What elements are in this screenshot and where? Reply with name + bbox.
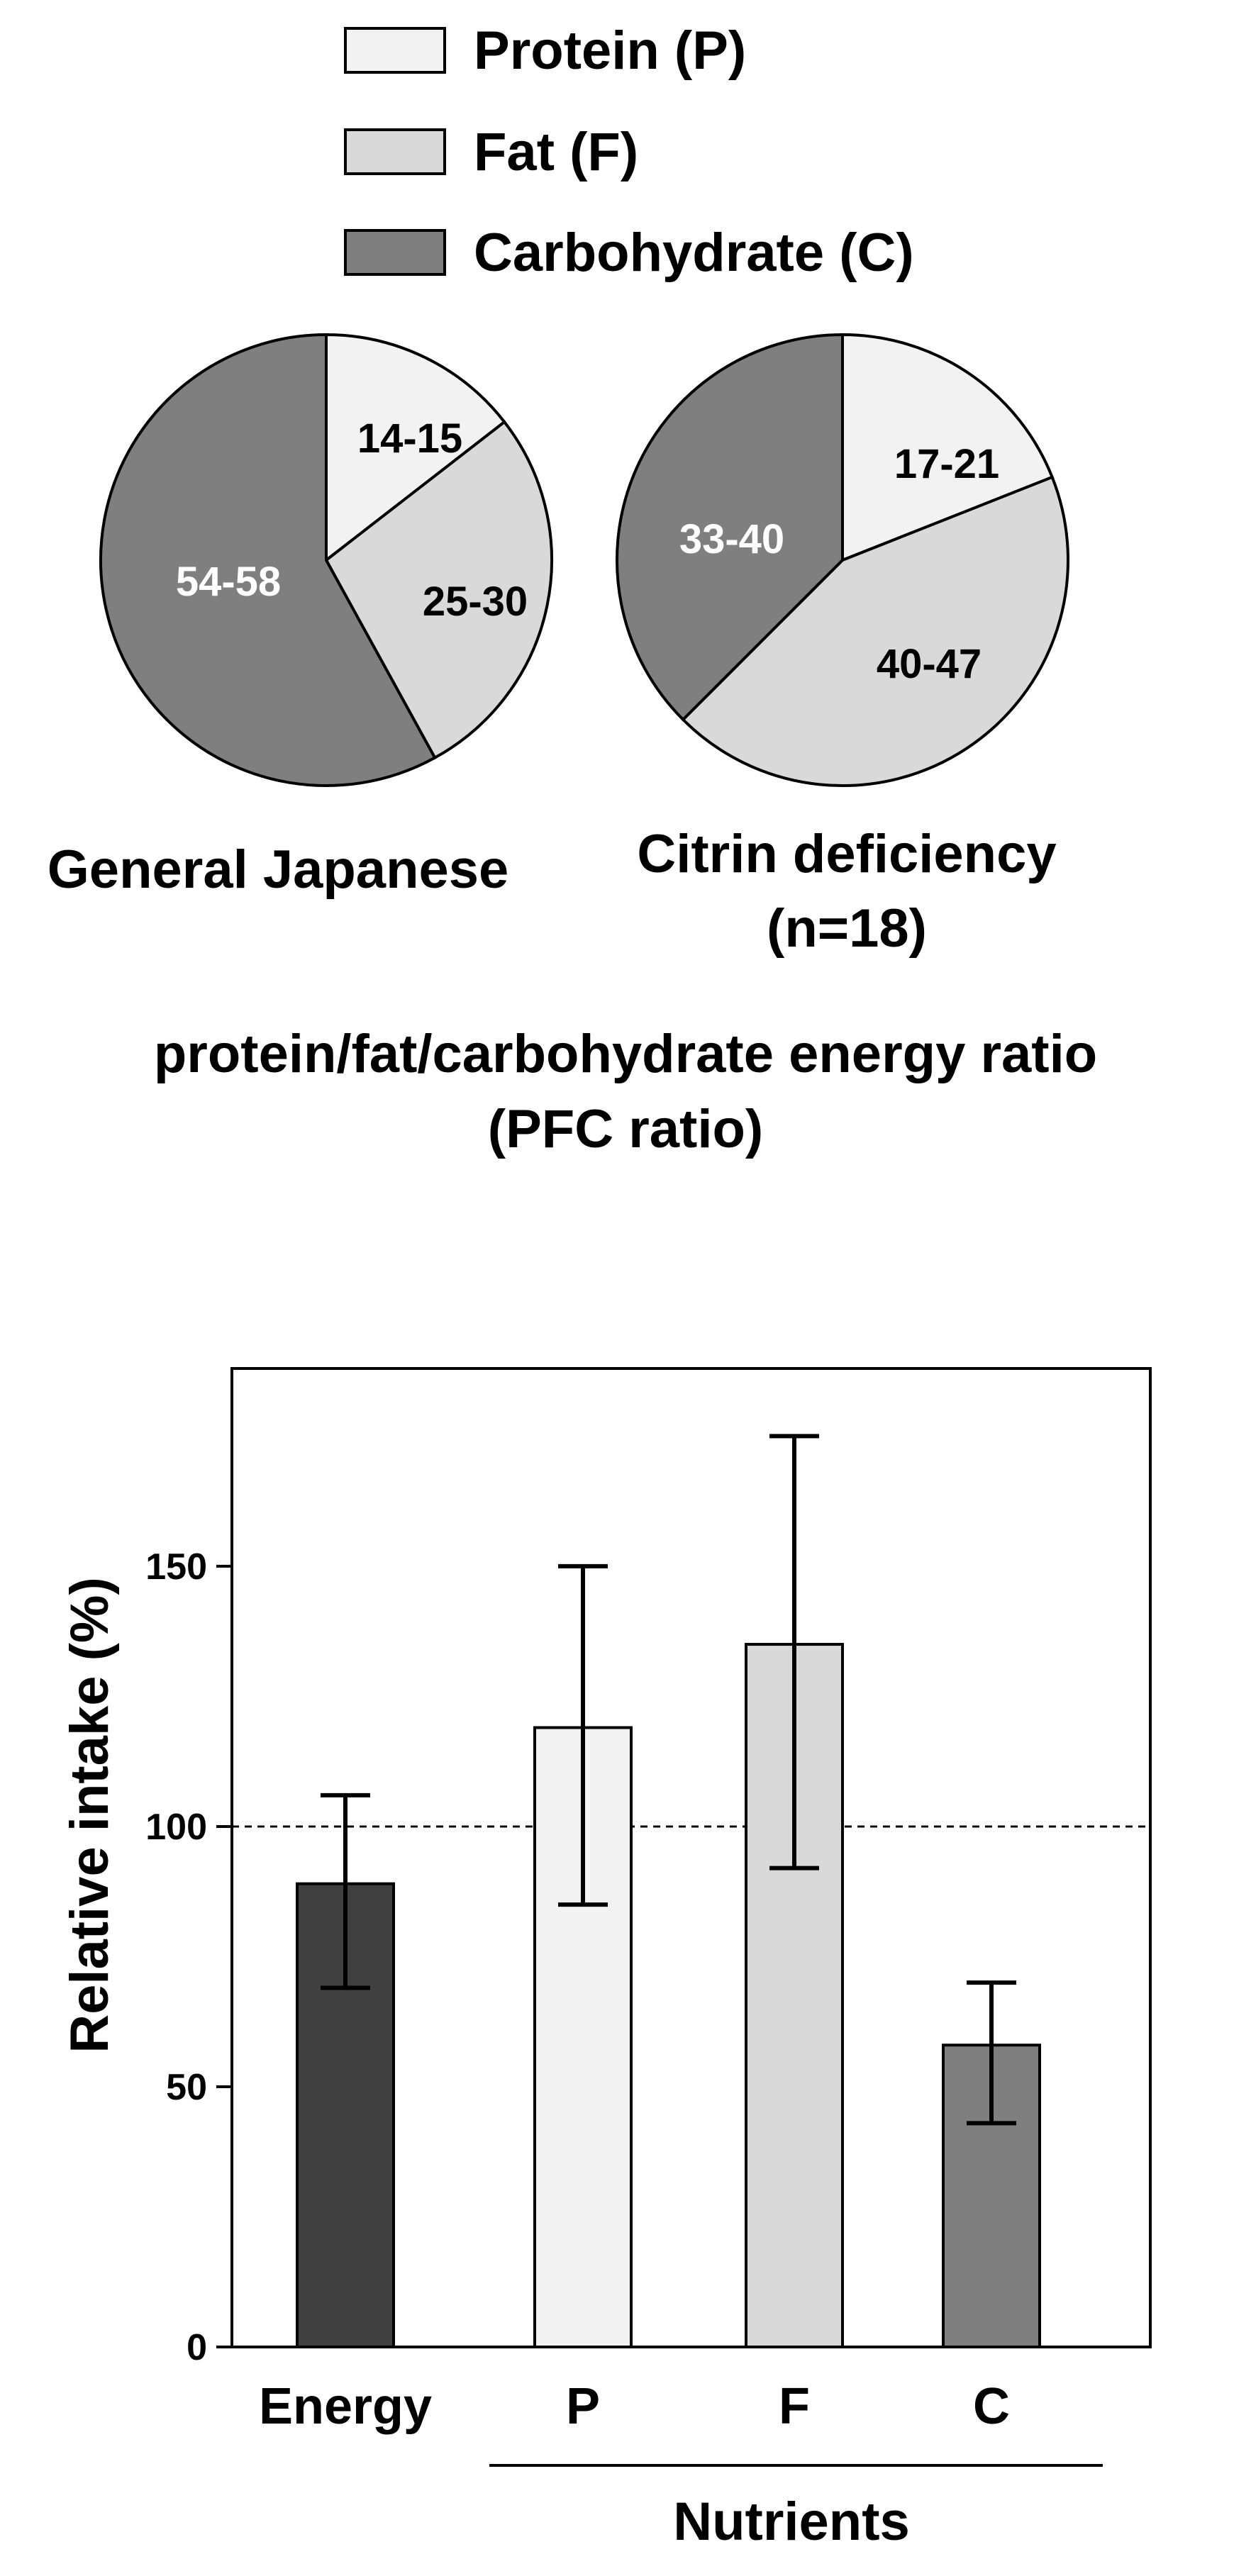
x-tick-label-p: P bbox=[566, 2378, 600, 2435]
error-bar-protein bbox=[558, 1563, 608, 1907]
pie-label-fat: 25-30 bbox=[423, 579, 528, 625]
legend-swatch-fat bbox=[344, 128, 446, 175]
pie-slice-fat bbox=[681, 475, 1069, 788]
pie-slice-carbohydrate bbox=[616, 333, 844, 722]
pie-label-carbohydrate: 33-40 bbox=[679, 516, 784, 562]
legend-item-protein: Protein (P) bbox=[344, 21, 746, 81]
pie-title: Citrin deficiency bbox=[637, 824, 1056, 884]
x-tick-labels: Energy P F C bbox=[259, 2378, 1010, 2435]
plot-area-frame bbox=[230, 1367, 1152, 2348]
pie-label-protein: 14-15 bbox=[357, 416, 462, 462]
bar-chart: 0 50 100 150 Energy P F C Nutrients Rela… bbox=[60, 1367, 1152, 2552]
pie-label-carbohydrate: 54-58 bbox=[176, 559, 281, 605]
pie-slice-protein bbox=[841, 333, 1055, 562]
legend-label-carbohydrate: Carbohydrate (C) bbox=[474, 223, 914, 283]
legend: Protein (P) Fat (F) Carbohydrate (C) bbox=[344, 21, 914, 283]
x-tick-label-energy: Energy bbox=[259, 2378, 432, 2435]
pie-slice-carbohydrate bbox=[99, 333, 437, 787]
pie-slice-protein bbox=[325, 333, 507, 564]
pie-chart-general-japanese: 14-15 25-30 54-58 General Japanese bbox=[48, 333, 553, 900]
pie-slice-fat bbox=[324, 420, 553, 760]
bar-energy bbox=[296, 1882, 395, 2348]
pie-title: General Japanese bbox=[48, 840, 509, 900]
pie-caption-line-2: (PFC ratio) bbox=[488, 1099, 763, 1159]
y-ticks: 0 50 100 150 bbox=[145, 1546, 232, 2368]
legend-label-fat: Fat (F) bbox=[474, 122, 638, 182]
legend-swatch-carbohydrate bbox=[344, 229, 446, 276]
pie-label-protein: 17-21 bbox=[894, 441, 999, 487]
y-tick-label-100: 100 bbox=[145, 1807, 207, 1848]
legend-item-carbohydrate: Carbohydrate (C) bbox=[344, 223, 914, 283]
legend-swatch-protein bbox=[344, 27, 446, 74]
pie-caption-line-1: protein/fat/carbohydrate energy ratio bbox=[154, 1024, 1097, 1084]
y-tick-label-150: 150 bbox=[145, 1546, 207, 1588]
y-axis-label: Relative intake (%) bbox=[60, 1577, 120, 2053]
x-tick-label-c: C bbox=[973, 2378, 1010, 2435]
bars bbox=[296, 1643, 1041, 2349]
error-bar-fat bbox=[769, 1434, 819, 1870]
y-tick-label-50: 50 bbox=[166, 2067, 207, 2108]
pie-chart-citrin-deficiency: 17-21 40-47 33-40 Citrin deficiency (n=1… bbox=[616, 333, 1069, 959]
error-bar-carbohydrate bbox=[967, 1980, 1016, 2126]
x-tick-label-f: F bbox=[779, 2378, 810, 2435]
pie-label-fat: 40-47 bbox=[877, 641, 982, 687]
legend-label-protein: Protein (P) bbox=[474, 21, 746, 81]
error-bar-energy bbox=[321, 1792, 370, 1990]
error-bars bbox=[321, 1434, 1016, 2126]
y-tick-label-0: 0 bbox=[187, 2327, 207, 2368]
pie-subtitle: (n=18) bbox=[767, 898, 927, 959]
x-axis-label: Nutrients bbox=[673, 2492, 910, 2552]
legend-item-fat: Fat (F) bbox=[344, 122, 638, 182]
